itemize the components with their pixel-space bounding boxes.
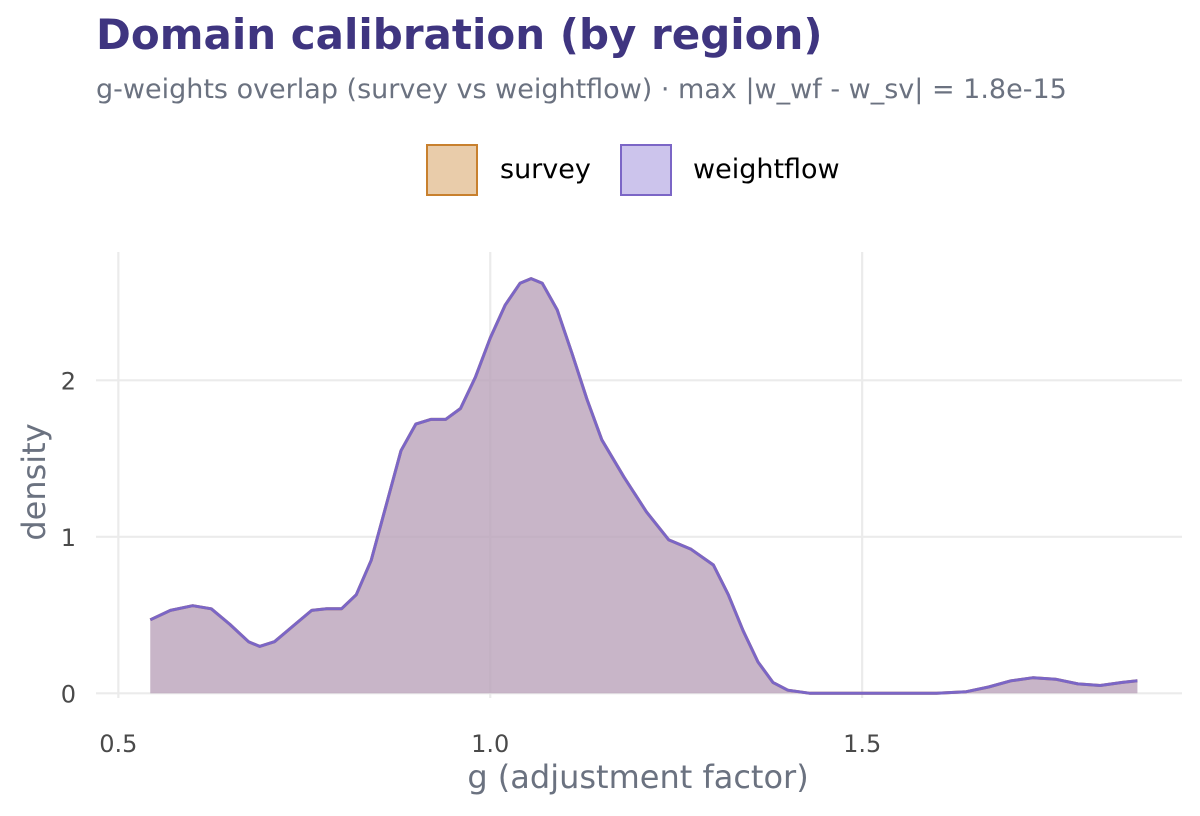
x-tick-label-1.0: 1.0 — [471, 730, 509, 758]
legend-key-weightflow — [620, 144, 672, 196]
x-tick-label-0.5: 0.5 — [99, 730, 137, 758]
y-tick-label-0: 0 — [61, 680, 76, 708]
y-tick-label-2: 2 — [61, 367, 76, 395]
density-area-weightflow — [150, 278, 1138, 694]
x-tick-label-1.5: 1.5 — [843, 730, 881, 758]
legend-label-weightflow: weightflow — [693, 154, 840, 185]
y-tick-label-1: 1 — [61, 524, 76, 552]
density-line-weightflow — [149, 277, 1138, 695]
legend-label-survey: survey — [500, 154, 591, 185]
chart-subtitle: g-weights overlap (survey vs weightflow)… — [96, 74, 1067, 105]
x-axis-title: g (adjustment factor) — [467, 758, 809, 796]
chart-title: Domain calibration (by region) — [96, 10, 823, 59]
legend: survey weightflow — [0, 140, 1200, 202]
y-axis-title: density — [15, 423, 53, 541]
legend-key-survey — [426, 144, 478, 196]
